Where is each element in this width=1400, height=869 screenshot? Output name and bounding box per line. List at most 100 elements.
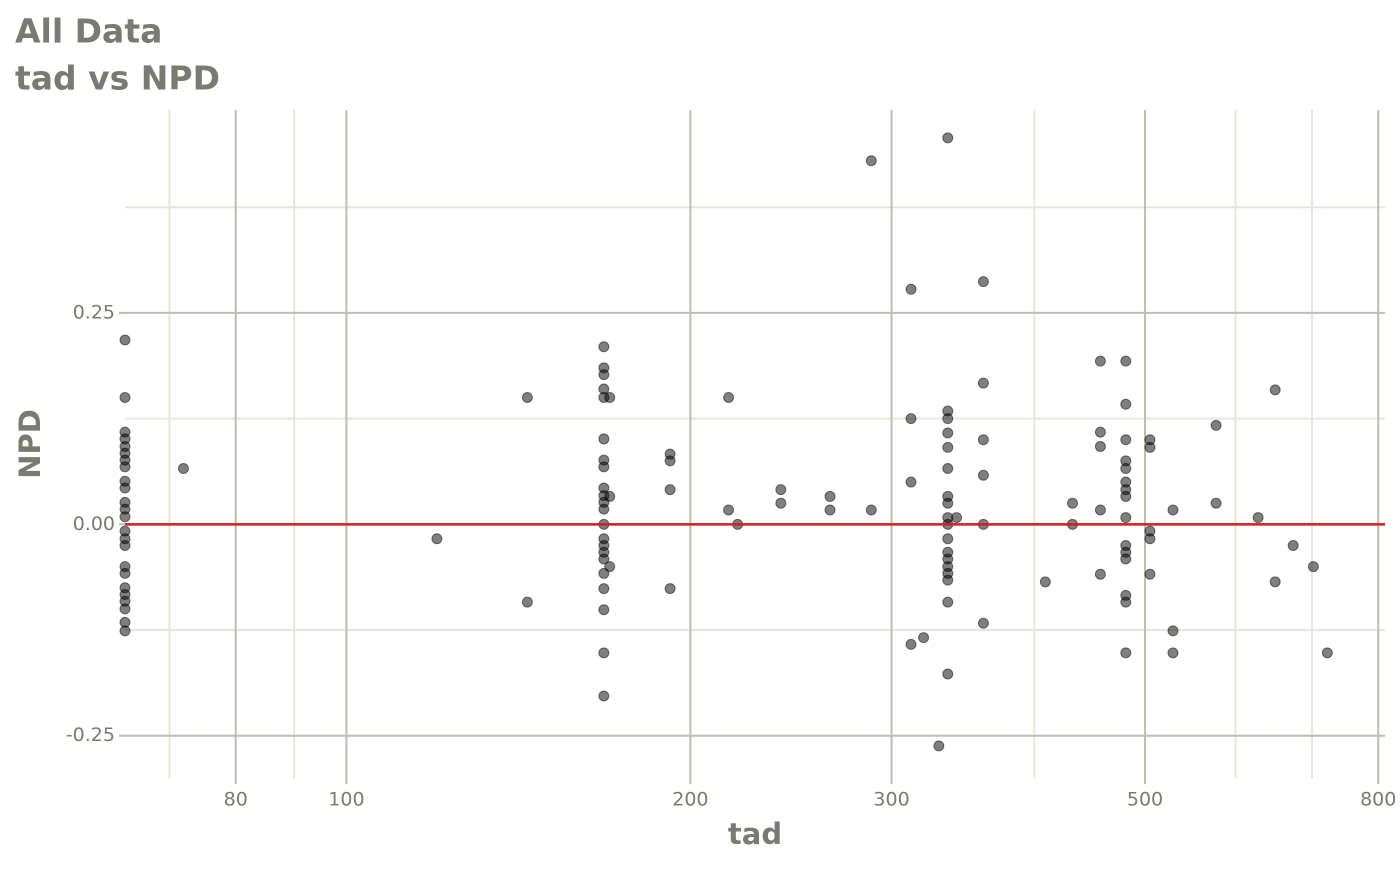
- point: [1094, 426, 1106, 438]
- point: [905, 413, 917, 425]
- point: [431, 533, 443, 545]
- point: [865, 155, 877, 167]
- point: [951, 512, 963, 524]
- point: [598, 433, 610, 445]
- point: [723, 504, 735, 516]
- x-tick-label: 500: [1127, 789, 1163, 811]
- point: [1210, 419, 1222, 431]
- y-tick-label: -0.25: [66, 724, 115, 746]
- point: [598, 503, 610, 515]
- point: [977, 469, 989, 481]
- point: [1287, 539, 1299, 551]
- point: [1120, 434, 1132, 446]
- point: [1144, 568, 1156, 580]
- point: [942, 668, 954, 680]
- x-tick-label: 800: [1360, 789, 1396, 811]
- point: [1120, 463, 1132, 475]
- point: [1269, 576, 1281, 588]
- point: [177, 463, 189, 475]
- point: [1094, 504, 1106, 516]
- point: [598, 369, 610, 381]
- point: [942, 427, 954, 439]
- point: [598, 604, 610, 616]
- point: [119, 461, 131, 473]
- point: [1321, 647, 1333, 659]
- x-tick-label: 80: [224, 789, 248, 811]
- point: [119, 334, 131, 346]
- point: [664, 484, 676, 496]
- point: [521, 391, 533, 403]
- point: [604, 490, 616, 502]
- x-tick-label: 200: [672, 789, 708, 811]
- point: [1039, 576, 1051, 588]
- point: [1144, 533, 1156, 545]
- point: [1120, 398, 1132, 410]
- point: [1120, 490, 1132, 502]
- point: [723, 391, 735, 403]
- point: [664, 583, 676, 595]
- point: [119, 567, 131, 579]
- point: [521, 596, 533, 608]
- point: [942, 497, 954, 509]
- point: [1269, 384, 1281, 396]
- point: [1094, 568, 1106, 580]
- point: [933, 740, 945, 752]
- point: [1066, 497, 1078, 509]
- x-axis-label: tad: [728, 817, 782, 851]
- point: [598, 647, 610, 659]
- x-tick-label: 300: [873, 789, 909, 811]
- point: [1120, 647, 1132, 659]
- point: [942, 413, 954, 425]
- point: [1094, 355, 1106, 367]
- point: [1252, 512, 1264, 524]
- point: [775, 484, 787, 496]
- point: [942, 574, 954, 586]
- point: [1167, 647, 1179, 659]
- point: [1120, 553, 1132, 565]
- y-tick-label: 0.00: [73, 513, 115, 535]
- point: [942, 132, 954, 144]
- point: [977, 276, 989, 288]
- point: [598, 461, 610, 473]
- point: [1120, 512, 1132, 524]
- chart-subtitle: tad vs NPD: [15, 59, 220, 98]
- point: [977, 434, 989, 446]
- point: [1120, 596, 1132, 608]
- y-tick-label: 0.25: [73, 301, 115, 323]
- point: [1210, 497, 1222, 509]
- point: [119, 511, 131, 523]
- point: [905, 283, 917, 295]
- point: [905, 476, 917, 488]
- point: [1120, 355, 1132, 367]
- point: [918, 632, 930, 644]
- point: [824, 490, 836, 502]
- x-tick-label: 100: [328, 789, 364, 811]
- point: [824, 504, 836, 516]
- point: [1167, 504, 1179, 516]
- point: [119, 482, 131, 494]
- point: [942, 596, 954, 608]
- point: [119, 603, 131, 615]
- point: [598, 583, 610, 595]
- chart-title: All Data: [15, 12, 162, 51]
- point: [942, 533, 954, 545]
- point: [119, 625, 131, 637]
- point: [1167, 625, 1179, 637]
- point: [977, 617, 989, 629]
- point: [598, 341, 610, 353]
- point: [604, 391, 616, 403]
- point: [1307, 561, 1319, 573]
- point: [598, 553, 610, 565]
- point: [119, 391, 131, 403]
- y-axis-label: NPD: [13, 409, 47, 479]
- point: [1094, 441, 1106, 453]
- point: [119, 539, 131, 551]
- point: [942, 441, 954, 453]
- point: [865, 504, 877, 516]
- point: [664, 455, 676, 467]
- point: [604, 561, 616, 573]
- point: [905, 638, 917, 650]
- point: [1144, 441, 1156, 453]
